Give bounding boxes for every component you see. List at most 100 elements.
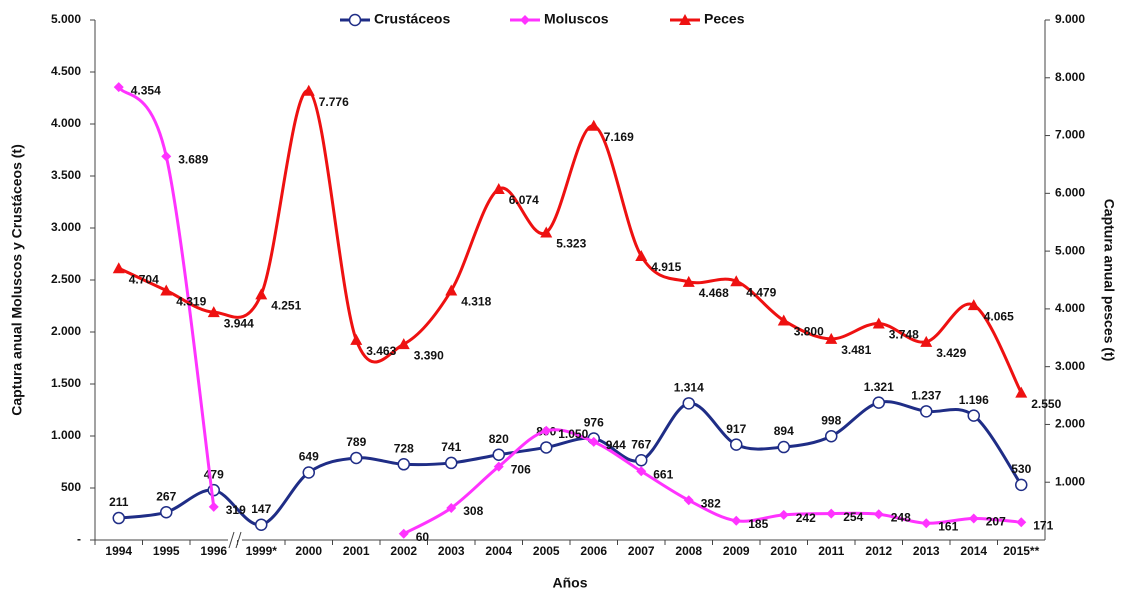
x-axis-title: Años [553,575,588,591]
data-label: 4.468 [699,286,729,300]
data-point [208,501,219,512]
data-point [731,515,742,526]
data-point [1015,386,1028,398]
data-point [635,250,648,262]
y-tick-label: 3.000 [51,220,81,234]
data-point [777,314,790,326]
data-label: 1.050 [558,427,588,441]
y2-tick-label: 3.000 [1055,359,1085,373]
y2-tick-label: 4.000 [1055,301,1085,315]
data-label: 6.074 [509,193,539,207]
data-point [635,453,648,467]
y2-tick-label: 6.000 [1055,186,1085,200]
x-tick-label: 2003 [438,544,465,558]
legend-marker [679,14,691,25]
x-tick-label: 2015** [1003,544,1039,558]
data-point [872,317,885,329]
data-point [255,518,268,531]
y-tick-label: 2.000 [51,324,81,338]
x-tick-label: 2001 [343,544,370,558]
x-tick-label: 2012 [865,544,892,558]
data-label: 211 [109,495,129,509]
data-point [445,284,458,296]
x-tick-label: 2004 [485,544,512,558]
x-tick-label: 2014 [960,544,987,558]
data-label: 4.704 [129,272,159,286]
y2-tick-label: 8.000 [1055,70,1085,84]
data-label: 3.429 [936,346,966,360]
data-point [730,275,743,287]
legend-marker [348,13,362,27]
data-label: 3.390 [414,348,444,362]
data-point [778,509,789,520]
data-point [350,333,363,345]
y-tick-label: 1.500 [51,376,81,390]
y-axis-title: Captura anual Moluscos y Crustáceos (t) [9,144,25,416]
axis-break [228,531,242,549]
data-point [682,275,695,287]
data-label: 60 [416,530,430,544]
data-point [730,438,743,451]
data-label: 5.323 [556,237,586,251]
y-tick-label: - [77,532,81,546]
y-tick-label: 4.500 [51,64,81,78]
data-label: 767 [631,437,651,451]
data-point [255,288,268,300]
data-label: 4.251 [271,299,301,313]
data-label: 649 [299,450,319,464]
y-tick-label: 500 [61,480,81,494]
data-point [207,306,220,318]
data-label: 917 [726,422,746,436]
legend-label: Peces [704,11,745,27]
x-tick-label: 2010 [770,544,797,558]
y2-tick-label: 5.000 [1055,243,1085,257]
y2-tick-label: 7.000 [1055,128,1085,142]
data-label: 4.319 [176,295,206,309]
x-tick-label: 2002 [390,544,417,558]
data-label: 479 [204,467,224,481]
data-point [112,511,125,525]
data-label: 161 [938,519,958,533]
y2-tick-label: 2.000 [1055,417,1085,431]
data-label: 3.689 [178,153,208,167]
data-point [825,429,838,443]
data-label: 207 [986,515,1006,529]
data-point [872,396,885,409]
x-tick-label: 2011 [818,544,844,558]
x-tick-label: 2006 [580,544,607,558]
data-point [920,405,933,418]
y-tick-label: 1.000 [51,428,81,442]
data-point [492,183,505,195]
data-label: 171 [1033,518,1053,532]
data-label: 185 [748,517,768,531]
data-point [160,284,173,296]
data-label: 2.550 [1031,397,1061,411]
x-tick-label: 2005 [533,544,560,558]
data-point [1016,517,1027,528]
data-label: 944 [606,438,626,452]
data-point [777,440,790,454]
data-label: 741 [441,440,461,454]
data-label: 3.463 [366,344,396,358]
y-tick-label: 3.500 [51,168,81,182]
data-point [445,456,458,470]
data-label: 1.237 [911,389,941,403]
data-label: 4.318 [461,295,491,309]
legend-marker [520,15,530,25]
data-label: 248 [891,510,911,524]
x-tick-label: 2013 [913,544,940,558]
data-point [493,461,504,472]
data-label: 1.196 [959,393,989,407]
data-point [113,82,124,93]
data-label: 706 [511,463,531,477]
data-point [636,466,647,477]
y-tick-label: 4.000 [51,116,81,130]
data-point [398,528,409,539]
data-point [587,119,600,131]
data-point [446,502,457,513]
data-point [1015,478,1028,492]
data-label: 530 [1011,462,1031,476]
data-label: 4.065 [984,309,1014,323]
x-tick-label: 1996 [200,544,227,558]
data-point [967,409,980,422]
